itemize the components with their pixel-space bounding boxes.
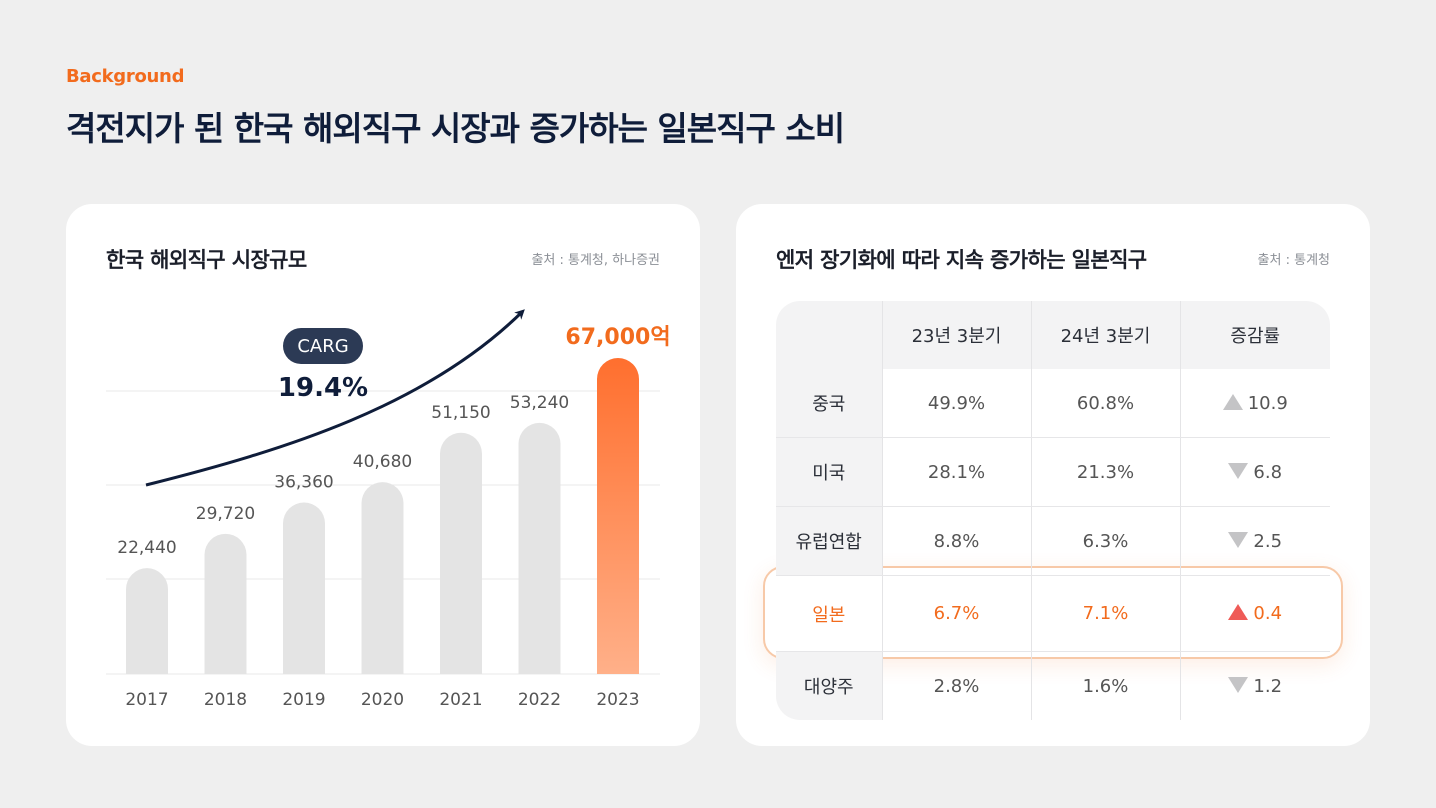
- change-value: 1.2: [1253, 675, 1283, 697]
- value-label-2017: 22,440: [117, 538, 176, 558]
- cell-change: 1.2: [1180, 652, 1330, 721]
- cell-q23: 8.8%: [882, 506, 1032, 576]
- table-header-change: 증감률: [1180, 301, 1330, 369]
- cell-q23: 49.9%: [882, 369, 1032, 438]
- x-label-2018: 2018: [204, 690, 247, 710]
- x-label-2023: 2023: [596, 690, 639, 710]
- row-label: 미국: [776, 437, 883, 507]
- row-label: 유럽연합: [776, 506, 883, 576]
- triangle-up-icon: [1228, 604, 1249, 620]
- bar-2022: [518, 422, 561, 674]
- bar-2017: [126, 568, 168, 674]
- cell-q24: 1.6%: [1031, 651, 1181, 720]
- carg-label: CARG: [297, 336, 348, 357]
- cell-q24: 6.3%: [1031, 506, 1181, 576]
- row-label: 대양주: [776, 651, 883, 720]
- change-value: 10.9: [1247, 392, 1288, 414]
- x-label-2017: 2017: [125, 690, 168, 710]
- market-size-title: 한국 해외직구 시장규모: [106, 248, 307, 272]
- triangle-up-icon: [1222, 393, 1243, 410]
- japan-purchase-source: 출처 : 통계청: [1257, 253, 1330, 268]
- cell-q24: 7.1%: [1031, 575, 1181, 652]
- table-header-row: 23년 3분기 24년 3분기 증감률: [776, 301, 1330, 369]
- cell-q24: 60.8%: [1031, 369, 1181, 438]
- cell-q23: 28.1%: [882, 437, 1032, 507]
- change-value: 0.4: [1253, 603, 1283, 624]
- triangle-down-icon: [1228, 462, 1249, 479]
- x-label-2020: 2020: [361, 690, 404, 710]
- triangle-down-icon: [1228, 531, 1249, 548]
- row-label: 중국: [776, 369, 883, 438]
- bar-2023: [597, 358, 639, 674]
- market-size-card: 한국 해외직구 시장규모 출처 : 통계청, 하나증권 22,440 29,720…: [66, 204, 700, 746]
- cell-q24: 21.3%: [1031, 437, 1181, 507]
- x-label-2021: 2021: [439, 690, 482, 710]
- market-size-source: 출처 : 통계청, 하나증권: [531, 253, 660, 268]
- bar-2021: [440, 432, 482, 674]
- change-value: 2.5: [1253, 530, 1283, 552]
- trend-arrow: [145, 309, 525, 487]
- cell-change: 0.4: [1180, 575, 1330, 652]
- cell-change: 10.9: [1180, 369, 1330, 438]
- table-header-q23: 23년 3분기: [882, 301, 1032, 369]
- country-share-table: 23년 3분기 24년 3분기 증감률 중국 49.9% 60.8% 10.9 미국 28…: [776, 301, 1330, 720]
- triangle-down-icon: [1228, 676, 1249, 693]
- cell-change: 6.8: [1180, 437, 1330, 507]
- value-label-2018: 29,720: [196, 504, 255, 524]
- change-value: 6.8: [1253, 461, 1283, 483]
- row-label: 일본: [776, 575, 883, 652]
- eyebrow-label: Background: [66, 66, 185, 87]
- table-row-4: 일본 6.7% 7.1% 0.4: [776, 575, 1330, 652]
- value-label-2021: 51,150: [431, 403, 490, 423]
- market-size-chart: 22,440 29,720 36,360 40,680 51,150 53,240 67,0…: [106, 309, 671, 710]
- cell-q23: 2.8%: [882, 651, 1032, 720]
- table-header-blank: [776, 301, 883, 369]
- bar-2019: [283, 502, 325, 674]
- x-label-2022: 2022: [518, 690, 561, 710]
- value-label-2020: 40,680: [353, 452, 412, 472]
- table-header-q24: 24년 3분기: [1031, 301, 1181, 369]
- value-label-2019: 36,360: [274, 473, 333, 493]
- bar-2020: [361, 482, 404, 674]
- value-label-2023: 67,000억: [565, 325, 670, 350]
- carg-value: 19.4%: [278, 373, 368, 403]
- table-row-1: 중국 49.9% 60.8% 10.9: [776, 369, 1330, 438]
- cell-q23: 6.7%: [882, 575, 1032, 652]
- page-title: 격전지가 된 한국 해외직구 시장과 증가하는 일본직구 소비: [66, 109, 845, 148]
- x-label-2019: 2019: [282, 690, 325, 710]
- bar-2018: [204, 533, 247, 674]
- value-label-2022: 53,240: [510, 393, 569, 413]
- carg-badge: CARG: [283, 328, 363, 364]
- table-row-5: 대양주 2.8% 1.6% 1.2: [776, 651, 1330, 721]
- cell-change: 2.5: [1180, 506, 1330, 576]
- table-row-3: 유럽연합 8.8% 6.3% 2.5: [776, 506, 1330, 576]
- japan-purchase-title: 엔저 장기화에 따라 지속 증가하는 일본직구: [776, 248, 1147, 272]
- table-row-2: 미국 28.1% 21.3% 6.8: [776, 437, 1330, 507]
